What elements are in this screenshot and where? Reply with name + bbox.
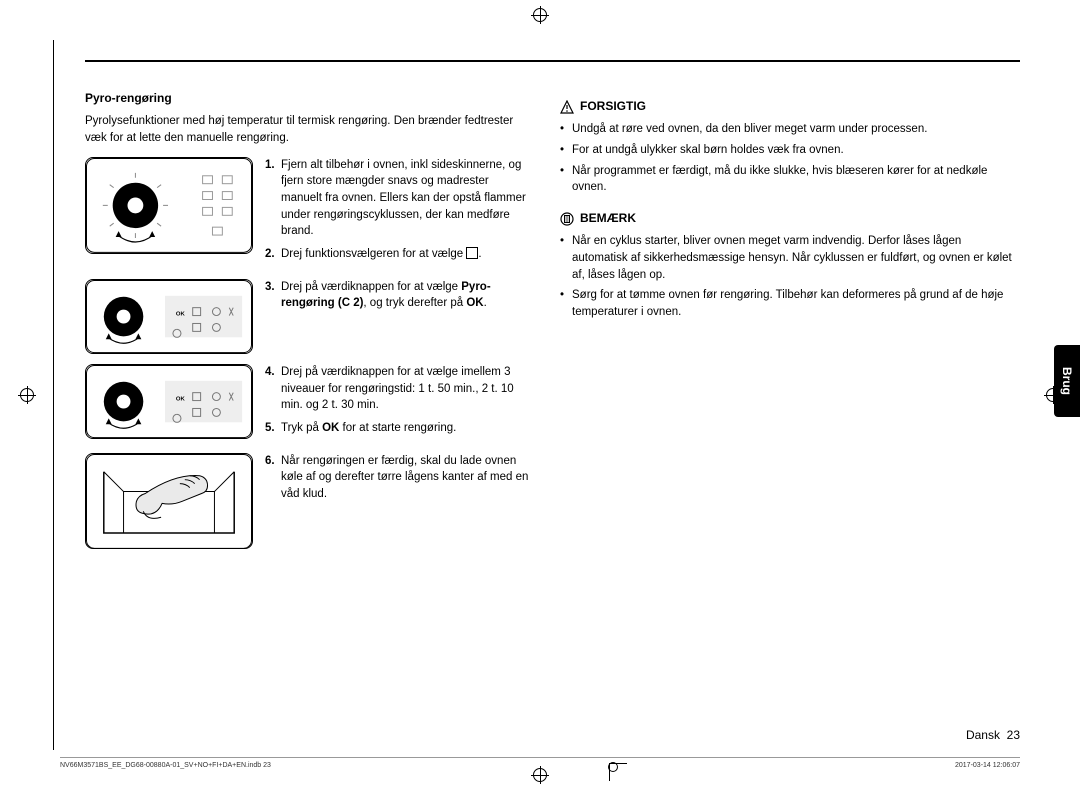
register-mark-left — [20, 388, 34, 402]
dial-illustration — [85, 157, 253, 254]
trim-line — [53, 40, 54, 750]
step-4: Drej på værdiknappen for at vælge imelle… — [265, 364, 530, 414]
knob-illustration-2: OK — [85, 364, 253, 439]
step-6: Når rengøringen er færdig, skal du lade … — [265, 453, 530, 503]
register-mark-top — [533, 8, 547, 22]
step-row-3: OK Dre — [85, 364, 530, 443]
step-row-4: Når rengøringen er færdig, skal du lade … — [85, 453, 530, 550]
s3d: . — [484, 297, 487, 309]
step-1: Fjern alt tilbehør i ovnen, inkl sideski… — [265, 157, 530, 240]
caution-item: For at undgå ulykker skal børn holdes væ… — [560, 142, 1020, 159]
step-row-2: OK — [85, 279, 530, 354]
meta-file: NV66M3571BS_EE_DG68-00880A-01_SV+NO+FI+D… — [60, 762, 271, 772]
s3a: Drej på værdiknappen for at vælge — [281, 281, 461, 293]
right-column: FORSIGTIG Undgå at røre ved ovnen, da de… — [560, 90, 1020, 559]
caution-item: Undgå at røre ved ovnen, da den bliver m… — [560, 121, 1020, 138]
content-area: Pyro-rengøring Pyrolysefunktioner med hø… — [85, 60, 1020, 559]
side-tab: Brug — [1054, 345, 1080, 417]
note-item: Sørg for at tømme ovnen før rengøring. T… — [560, 287, 1020, 320]
step-2-end: . — [478, 248, 481, 260]
section-intro: Pyrolysefunktioner med høj temperatur ti… — [85, 113, 530, 146]
s5b: OK — [322, 422, 339, 434]
page: Pyro-rengøring Pyrolysefunktioner med hø… — [0, 0, 1080, 790]
ok-label: OK — [176, 311, 186, 317]
caution-item: Når programmet er færdigt, må du ikke sl… — [560, 163, 1020, 196]
note-heading: BEMÆRK — [560, 210, 1020, 227]
print-meta: NV66M3571BS_EE_DG68-00880A-01_SV+NO+FI+D… — [60, 757, 1020, 772]
note-item: Når en cyklus starter, bliver ovnen mege… — [560, 233, 1020, 283]
caution-list: Undgå at røre ved ovnen, da den bliver m… — [560, 121, 1020, 196]
step-3: Drej på værdiknappen for at vælge Pyro-r… — [265, 279, 530, 312]
warning-icon — [560, 100, 574, 114]
s3c: , og tryk derefter på — [363, 297, 466, 309]
knob-illustration-1: OK — [85, 279, 253, 354]
note-icon — [560, 212, 574, 226]
caution-heading: FORSIGTIG — [560, 98, 1020, 115]
footer-lang: Dansk — [966, 728, 1000, 742]
s3b2: OK — [466, 297, 483, 309]
note-list: Når en cyklus starter, bliver ovnen mege… — [560, 233, 1020, 320]
svg-text:OK: OK — [176, 396, 186, 402]
left-column: Pyro-rengøring Pyrolysefunktioner med hø… — [85, 90, 530, 559]
figure-wipe — [85, 453, 253, 550]
meta-stamp: 2017-03-14 12:06:07 — [955, 762, 1020, 772]
note-title: BEMÆRK — [580, 210, 636, 227]
pyro-icon — [466, 247, 478, 259]
footer-page: 23 — [1007, 728, 1020, 742]
figure-knob-2: OK — [85, 364, 253, 439]
section-heading: Pyro-rengøring — [85, 90, 530, 107]
step-2: Drej funktionsvælgeren for at vælge . — [265, 246, 530, 263]
caution-title: FORSIGTIG — [580, 98, 646, 115]
s5c: for at starte rengøring. — [339, 422, 456, 434]
figure-dial — [85, 157, 253, 254]
s5a: Tryk på — [281, 422, 322, 434]
step-row-1: Fjern alt tilbehør i ovnen, inkl sideski… — [85, 157, 530, 269]
step-5: Tryk på OK for at starte rengøring. — [265, 420, 530, 437]
wipe-illustration — [85, 453, 253, 550]
step-2-text: Drej funktionsvælgeren for at vælge — [281, 248, 466, 260]
page-footer: Dansk 23 — [966, 728, 1020, 742]
figure-knob-1: OK — [85, 279, 253, 354]
